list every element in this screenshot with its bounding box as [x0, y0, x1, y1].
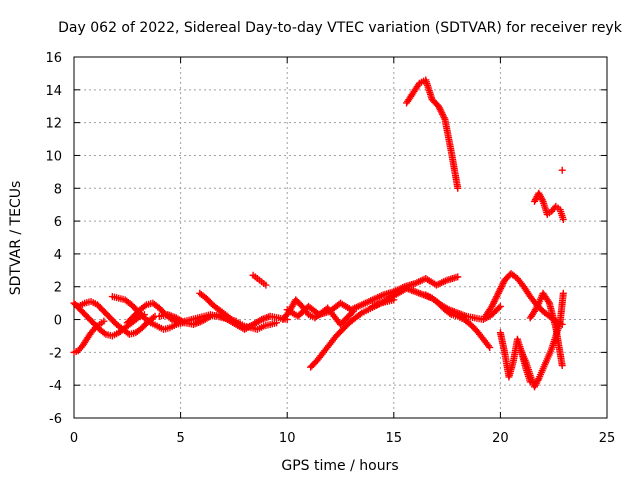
data-point: [486, 343, 494, 351]
y-axis-label: SDTVAR / TECUs: [8, 181, 24, 296]
y-tick-label: 12: [45, 117, 62, 132]
data-point-interp: [226, 314, 234, 322]
x-axis-label: GPS time / hours: [281, 458, 398, 474]
data-point: [558, 166, 566, 174]
y-tick-label: 0: [54, 314, 62, 329]
x-tick-label: 20: [492, 431, 509, 446]
y-tick-label: 16: [45, 51, 62, 66]
data-point: [559, 215, 567, 223]
data-point-interp: [141, 302, 149, 310]
data-points: [70, 76, 567, 391]
y-tick-label: -6: [49, 412, 62, 427]
data-point: [273, 319, 281, 327]
data-point-interp: [356, 310, 364, 318]
y-tick-label: 4: [54, 248, 62, 263]
data-point: [262, 281, 270, 289]
y-tick-label: -4: [49, 379, 62, 394]
y-tick-label: 6: [54, 215, 62, 230]
x-tick-label: 10: [279, 431, 296, 446]
data-point-interp: [100, 329, 108, 337]
x-tick-label: 0: [70, 431, 78, 446]
y-tick-label: 14: [45, 84, 62, 99]
x-tick-label: 15: [386, 431, 403, 446]
data-point: [558, 361, 566, 369]
data-point-interp: [149, 313, 157, 321]
y-tick-label: 10: [45, 149, 62, 164]
chart-title: Day 062 of 2022, Sidereal Day-to-day VTE…: [58, 20, 623, 36]
data-point-interp: [446, 309, 454, 317]
data-point: [100, 317, 108, 325]
y-tick-label: 2: [54, 281, 62, 296]
data-point-interp: [495, 304, 503, 312]
data-point-interp: [348, 309, 356, 317]
axis-ticks: 0 5 10 15 20 25 -6 -4 -2 0 2 4 6 8 10 12 14 16: [45, 51, 615, 446]
data-point: [454, 273, 462, 281]
data-point: [454, 184, 462, 192]
data-point: [496, 302, 504, 310]
plot-frame: [73, 56, 608, 419]
y-tick-label: -2: [49, 346, 62, 361]
grid: [74, 57, 607, 418]
x-tick-label: 25: [599, 431, 616, 446]
y-tick-label: 8: [54, 182, 62, 197]
data-point: [349, 307, 357, 315]
data-point: [559, 289, 567, 297]
data-point-interp: [145, 318, 153, 326]
x-tick-label: 5: [176, 431, 184, 446]
